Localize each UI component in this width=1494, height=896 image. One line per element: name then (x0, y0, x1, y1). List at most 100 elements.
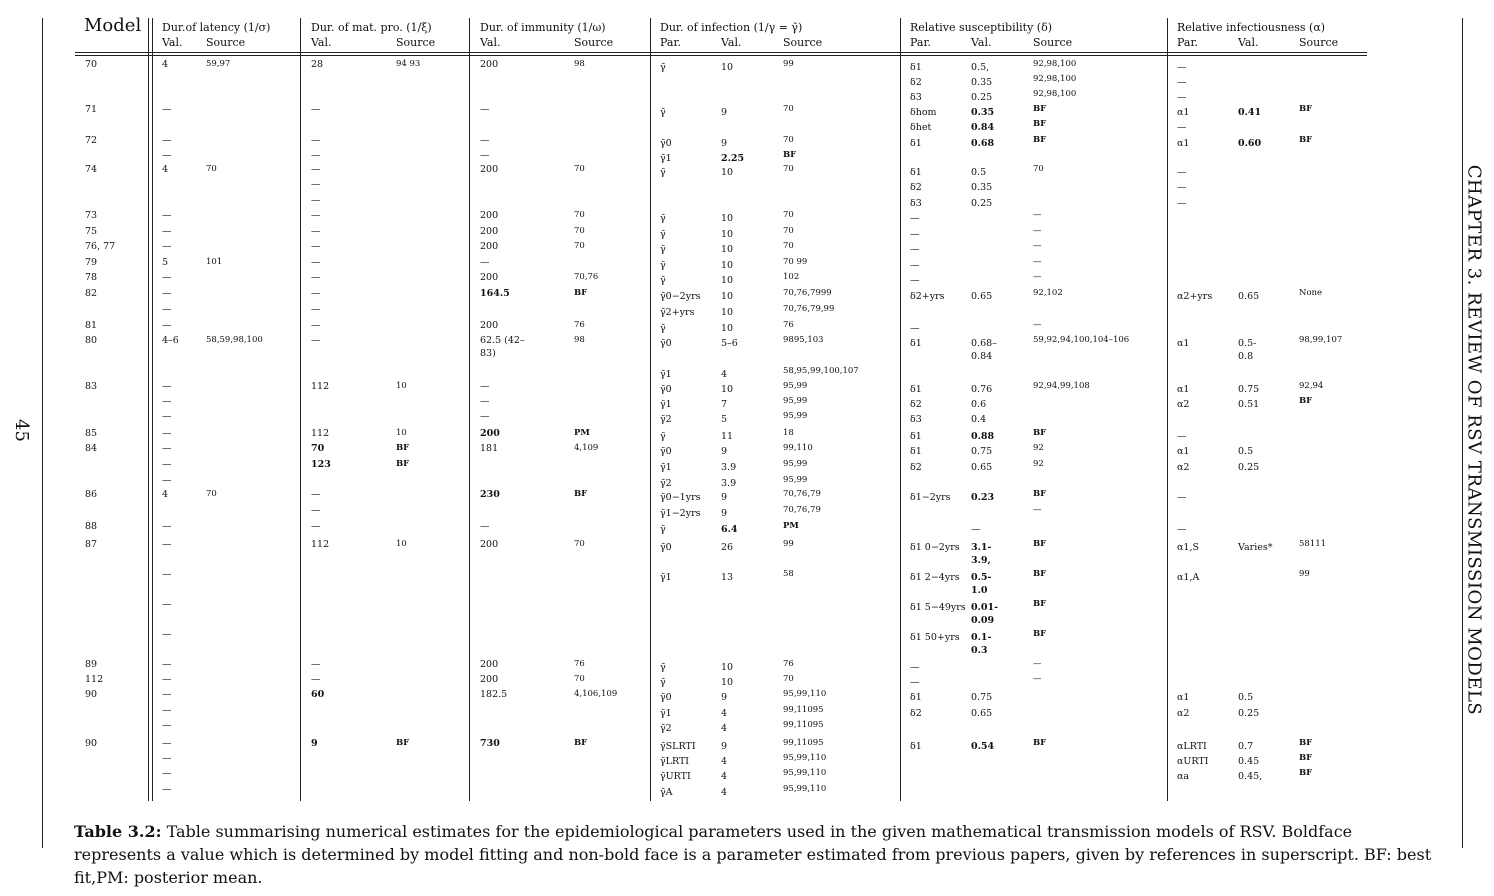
table-cell-dp: — (910, 677, 920, 688)
table-cell-dv: 0.54 (971, 741, 995, 752)
table-cell-gs: 70,76,79 (783, 489, 821, 499)
table-cell-gv: 10 (721, 275, 734, 286)
table-cell-gv: 4 (721, 756, 728, 767)
caption-label: Table 3.2: (74, 822, 162, 841)
table-cell-matS: 94 93 (396, 59, 421, 69)
table-cell-model: 90 (85, 689, 98, 700)
table-cell-mat: — (311, 521, 321, 532)
table-cell-ds: 92,98,100 (1033, 74, 1077, 84)
table-cell-ds: 92,98,100 (1033, 59, 1077, 69)
table-cell-dv: 0.88 (971, 431, 995, 442)
table-cell-model: 81 (85, 320, 98, 331)
table-cell-gs: 70 (783, 210, 794, 220)
table-cell-dp: δ1 (910, 692, 922, 703)
table-cell-gp: γ̄ (660, 244, 666, 255)
table-cell-ap: α1 (1177, 384, 1190, 395)
table-cell-ds: — (1033, 226, 1042, 236)
table-cell-as: None (1299, 288, 1323, 298)
subheader-source: Source (783, 36, 823, 49)
table-cell-lat: — (162, 720, 172, 731)
table-cell-imm: 181 (480, 443, 499, 454)
table-cell-gs: 95,99,110 (783, 689, 827, 699)
table-cell-gs: 99,110 (783, 443, 813, 453)
table-cell-gs: 95,99 (783, 381, 808, 391)
table-cell-dp: δ1 (910, 138, 922, 149)
table-cell-dp: — (910, 662, 920, 673)
table-cell-lat: — (162, 150, 172, 161)
table-cell-model: 79 (85, 257, 98, 268)
table-cell-lat: — (162, 104, 172, 115)
subheader-source: Source (206, 36, 246, 49)
table-cell-ds: 92 (1033, 443, 1044, 453)
table-cell-gs: 102 (783, 272, 800, 282)
table-cell-as: 58111 (1299, 539, 1327, 549)
table-cell-lat: — (162, 459, 172, 470)
table-cell-dp: — (910, 229, 920, 240)
table-cell-dv: 0.75 (971, 446, 993, 457)
table-cell-gp: γ̄2+yrs (660, 307, 695, 318)
table-cell-imm: 200 (480, 428, 500, 439)
subheader-val: Val. (971, 36, 992, 49)
header-model: Model (84, 15, 142, 36)
header-mat-pro: Dur. of mat. pro. (1/ξ) (311, 21, 432, 34)
table-cell-model: 71 (85, 104, 98, 115)
header-latency: Dur.of latency (1/σ) (162, 21, 271, 34)
header-rule-bottom (75, 55, 1367, 56)
table-cell-av: 0.65 (1238, 291, 1260, 302)
table-cell-gp: γ̄ (660, 107, 666, 118)
table-cell-lat: — (162, 784, 172, 795)
header-infection: Dur. of infection (1/γ = γ̄) (660, 21, 803, 34)
table-cell-ap: — (1177, 77, 1187, 88)
caption-text: Table summarising numerical estimates fo… (74, 822, 1432, 887)
table-cell-lat: — (162, 629, 172, 640)
table-cell-gs: 99 (783, 59, 794, 69)
table-cell-av: 0.25 (1238, 462, 1260, 473)
table-cell-gp: γ̄0 (660, 542, 672, 553)
table-cell-gs: 70 (783, 674, 794, 684)
table-cell-ap: — (1177, 524, 1187, 535)
table-cell-gp: γ̄SLRTI (660, 741, 696, 752)
table-cell-gs: PM (783, 521, 799, 531)
table-cell-lat: — (162, 411, 172, 422)
table-cell-dp: δ1 2−4yrs (910, 572, 960, 583)
table-cell-imm: — (480, 521, 490, 532)
table-cell-imm: — (480, 411, 490, 422)
table-cell-lat: — (162, 381, 172, 392)
subheader-source: Source (1299, 36, 1339, 49)
table-cell-mat: — (311, 335, 321, 346)
table-cell-dv: 0.4 (971, 414, 987, 425)
table-cell-gs: 70 (783, 135, 794, 145)
table-cell-ds: 92,94,99,108 (1033, 381, 1090, 391)
table-cell-ap: — (1177, 492, 1187, 503)
table-cell-gs: 99,11095 (783, 705, 824, 715)
table-cell-dv: — (971, 524, 981, 535)
table-cell-model: 76, 77 (85, 241, 116, 252)
table-cell-imm2: 83) (480, 348, 496, 359)
table-cell-av: 0.5- (1238, 338, 1257, 349)
header-susceptibility: Relative susceptibility (δ) (910, 21, 1052, 34)
table-cell-av: 0.5 (1238, 446, 1254, 457)
table-cell-dp: δ1 (910, 741, 922, 752)
table-cell-model: 86 (85, 489, 98, 500)
table-cell-dv: 0.25 (971, 92, 993, 103)
subheader-source: Source (396, 36, 436, 49)
table-cell-dp: — (910, 260, 920, 271)
table-cell-dp: δ1 (910, 446, 922, 457)
table-cell-gv: 10 (721, 167, 734, 178)
table-cell-av: 0.45 (1238, 756, 1260, 767)
table-cell-mat: — (311, 489, 321, 500)
table-cell-dp: δhom (910, 107, 937, 118)
table-cell-gv: 10 (721, 229, 734, 240)
table-cell-mat: — (311, 257, 321, 268)
table-cell-dv: 0.65 (971, 708, 993, 719)
table-cell-gv: 9 (721, 446, 728, 457)
table-cell-dv: 0.6 (971, 399, 987, 410)
table-cell-gv: 10 (721, 677, 734, 688)
table-cell-av: 0.25 (1238, 708, 1260, 719)
table-cell-dp: δ2 (910, 462, 922, 473)
table-cell-ds: BF (1033, 629, 1047, 639)
table-cell-dv2: 0.09 (971, 615, 995, 626)
table-cell-ds: BF (1033, 428, 1047, 438)
table-cell-ap: — (1177, 122, 1187, 133)
table-cell-as: BF (1299, 738, 1313, 748)
